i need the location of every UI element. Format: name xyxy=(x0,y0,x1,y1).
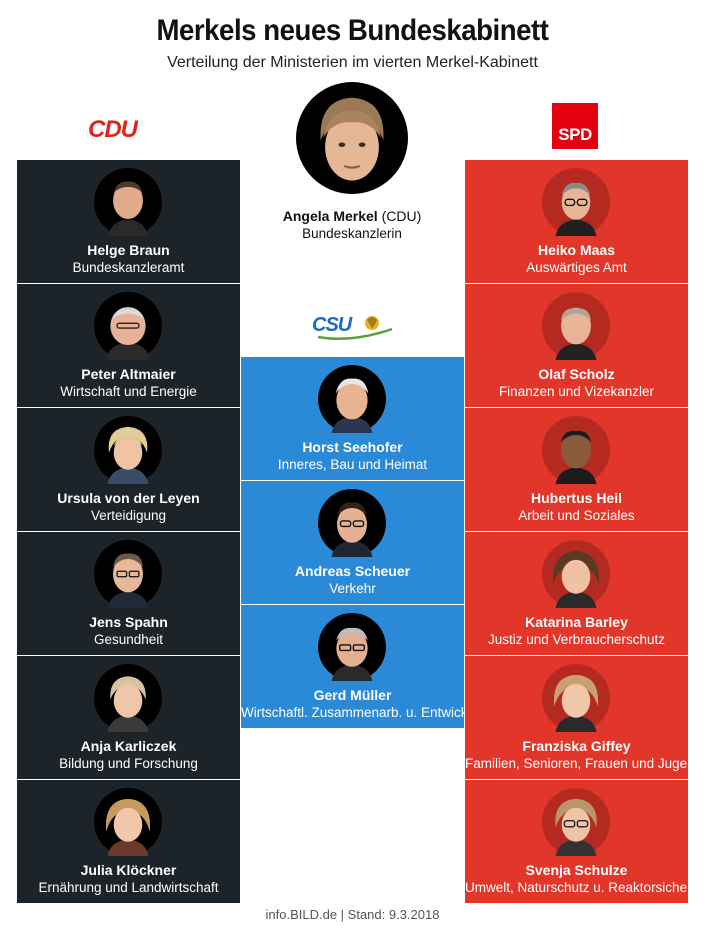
minister-name: Ursula von der Leyen xyxy=(57,490,200,506)
minister-card-cdu: Anja Karliczek Bildung und Forschung xyxy=(17,656,240,779)
minister-card-cdu: Jens Spahn Gesundheit xyxy=(17,532,240,655)
minister-card-csu: Andreas Scheuer Verkehr xyxy=(241,481,464,604)
chancellor-block: Angela Merkel (CDU) Bundeskanzlerin xyxy=(240,82,464,241)
minister-name: Franziska Giffey xyxy=(522,738,631,754)
csu-logo-text: CSU xyxy=(312,314,352,336)
minister-portrait xyxy=(318,489,386,557)
minister-portrait xyxy=(94,168,162,236)
minister-name: Hubertus Heil xyxy=(530,490,622,506)
minister-portrait xyxy=(318,365,386,433)
minister-portrait xyxy=(94,292,162,360)
minister-card-cdu: Helge Braun Bundeskanzleramt xyxy=(17,160,240,283)
minister-portrait xyxy=(94,540,162,608)
chancellor-portrait xyxy=(296,82,408,194)
minister-name: Gerd Müller xyxy=(313,687,392,703)
minister-name: Horst Seehofer xyxy=(302,439,403,455)
minister-card-spd: Olaf Scholz Finanzen und Vizekanzler xyxy=(465,284,688,407)
minister-role: Wirtschaft und Energie xyxy=(60,384,197,399)
minister-role: Ernährung und Landwirtschaft xyxy=(38,880,219,895)
minister-role: Verkehr xyxy=(329,581,376,596)
minister-portrait xyxy=(94,416,162,484)
minister-role: Verteidigung xyxy=(90,508,167,523)
minister-card-spd: Franziska Giffey Familien, Senioren, Fra… xyxy=(465,656,703,779)
minister-name: Julia Klöckner xyxy=(80,862,177,878)
cdu-logo: CDU xyxy=(88,116,138,143)
minister-name: Jens Spahn xyxy=(89,614,168,630)
minister-role: Justiz und Verbraucherschutz xyxy=(487,632,666,647)
minister-card-spd: Svenja Schulze Umwelt, Naturschutz u. Re… xyxy=(465,780,705,903)
minister-portrait xyxy=(94,788,162,856)
minister-portrait xyxy=(542,168,610,236)
spd-logo: SPD xyxy=(552,103,598,149)
minister-portrait xyxy=(542,292,610,360)
csu-lion-icon xyxy=(317,316,393,341)
minister-name: Anja Karliczek xyxy=(80,738,177,754)
minister-role: Wirtschaftl. Zusammenarb. u. Entwicklung xyxy=(241,705,494,720)
footer-source: info.BILD.de | Stand: 9.3.2018 xyxy=(265,907,440,922)
chancellor-name-line: Angela Merkel (CDU) xyxy=(240,208,464,224)
minister-role: Finanzen und Vizekanzler xyxy=(498,384,655,399)
minister-portrait xyxy=(542,788,610,856)
minister-card-csu: Horst Seehofer Inneres, Bau und Heimat xyxy=(241,357,464,480)
page-subtitle: Verteilung der Ministerien im vierten Me… xyxy=(167,54,538,71)
minister-card-cdu: Ursula von der Leyen Verteidigung xyxy=(17,408,240,531)
minister-role: Gesundheit xyxy=(93,632,164,647)
minister-role: Arbeit und Soziales xyxy=(518,508,635,523)
minister-role: Familien, Senioren, Frauen und Jugend xyxy=(465,756,703,771)
minister-portrait xyxy=(542,664,610,732)
minister-role: Inneres, Bau und Heimat xyxy=(277,457,428,472)
minister-name: Helge Braun xyxy=(87,242,170,258)
chancellor-role: Bundeskanzlerin xyxy=(302,226,402,241)
minister-name: Katarina Barley xyxy=(525,614,628,630)
page-title: Merkels neues Bundeskabinett xyxy=(156,14,549,47)
minister-card-cdu: Julia Klöckner Ernährung und Landwirtsch… xyxy=(17,780,240,903)
chancellor-party: (CDU) xyxy=(381,208,422,224)
minister-card-spd: Hubertus Heil Arbeit und Soziales xyxy=(465,408,688,531)
minister-name: Olaf Scholz xyxy=(538,366,615,382)
minister-role: Umwelt, Naturschutz u. Reaktorsicherheit xyxy=(465,880,705,895)
minister-name: Heiko Maas xyxy=(537,242,616,258)
minister-name: Peter Altmaier xyxy=(81,366,176,382)
minister-name: Andreas Scheuer xyxy=(294,563,411,579)
minister-portrait xyxy=(318,613,386,681)
minister-portrait xyxy=(542,416,610,484)
minister-card-spd: Katarina Barley Justiz und Verbrauchersc… xyxy=(465,532,688,655)
minister-card-spd: Heiko Maas Auswärtiges Amt xyxy=(465,160,688,283)
minister-role: Bildung und Forschung xyxy=(59,756,198,771)
minister-card-cdu: Peter Altmaier Wirtschaft und Energie xyxy=(17,284,240,407)
minister-role: Bundeskanzleramt xyxy=(72,260,185,275)
minister-card-csu: Gerd Müller Wirtschaftl. Zusammenarb. u.… xyxy=(241,605,494,728)
minister-portrait xyxy=(94,664,162,732)
minister-name: Svenja Schulze xyxy=(525,862,628,878)
minister-portrait xyxy=(542,540,610,608)
chancellor-name: Angela Merkel xyxy=(282,208,378,224)
minister-role: Auswärtiges Amt xyxy=(526,260,627,275)
csu-logo: CSU xyxy=(312,312,396,342)
